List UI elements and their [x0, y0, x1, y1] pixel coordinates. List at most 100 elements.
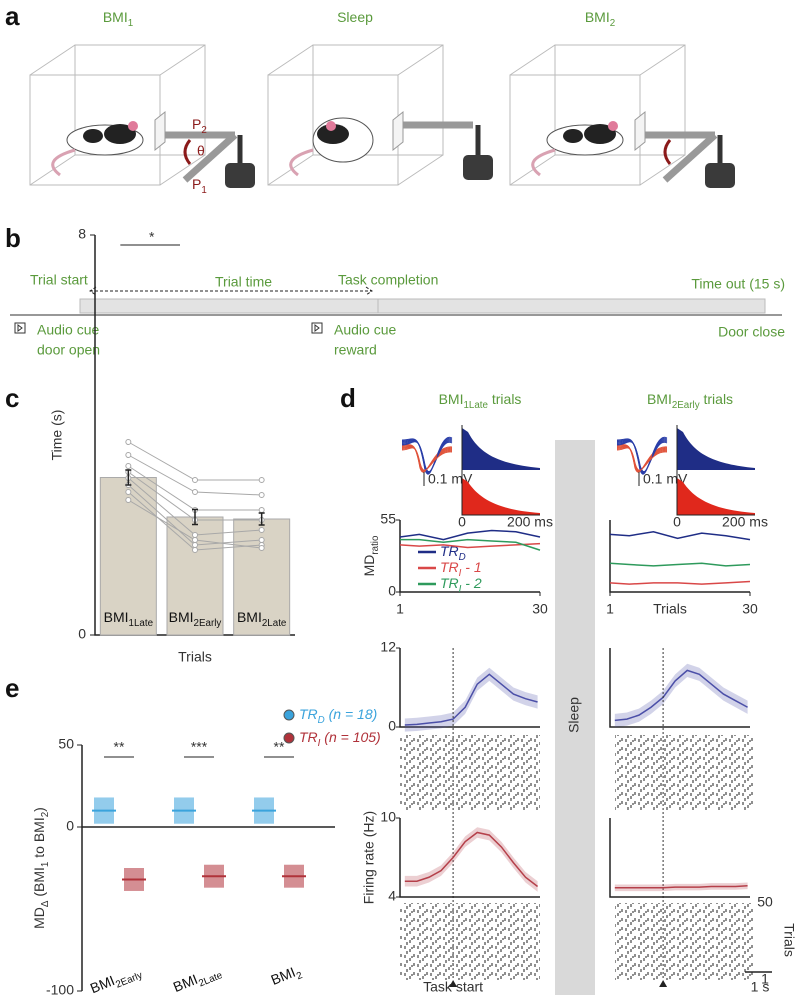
label: Audio cue: [334, 322, 396, 338]
y-axis-label: MDΔ (BMI1 to BMI2): [31, 807, 51, 929]
raster: [400, 903, 540, 980]
raster: [615, 903, 755, 980]
raster-tick: 50: [757, 894, 773, 910]
series-line: [609, 531, 751, 541]
series-line: [614, 669, 748, 722]
sleep-label: Sleep: [566, 697, 582, 733]
label: Trial start: [30, 272, 88, 288]
cage: [509, 44, 686, 186]
text-part: 2: [295, 970, 304, 982]
subject-point: [125, 497, 132, 503]
y-axis-label: Firing rate (Hz): [361, 811, 377, 904]
panel-title: BMI1Late trials: [439, 391, 522, 411]
waveforms: [401, 436, 453, 475]
subject-point: [192, 542, 198, 548]
text-part: (n = 18): [325, 706, 378, 722]
cage-edge: [267, 44, 444, 186]
y-tick-label: 4: [388, 888, 396, 904]
text-part: BMI: [237, 609, 262, 625]
text-part: to BMI: [31, 817, 47, 861]
subject-point: [192, 489, 198, 495]
panel-title: BMI2Early trials: [647, 391, 733, 411]
rat-tail: [531, 148, 556, 177]
text-part: (BMI: [31, 867, 47, 900]
subject-point: [125, 452, 132, 458]
text-part: 1: [128, 18, 133, 29]
series-line: [609, 580, 751, 585]
text-part: 1Late: [463, 400, 488, 411]
text-part: Sleep: [337, 9, 373, 25]
raster: [615, 735, 755, 810]
waveform: [401, 444, 453, 473]
raster-tick: 1: [761, 971, 769, 987]
y-tick-label: 10: [380, 809, 396, 825]
legend-marker: [283, 732, 295, 744]
door: [634, 110, 646, 152]
error-band: [404, 827, 538, 892]
subject-point: [192, 477, 198, 483]
text-part: BMI: [171, 971, 200, 995]
subject-point: [192, 532, 198, 538]
series-line: [399, 529, 541, 541]
rat-patch: [321, 129, 341, 143]
text-part: TR: [299, 729, 318, 745]
speaker-icon: [14, 322, 26, 334]
angle-label: θ: [197, 143, 205, 159]
panel-title: Sleep: [337, 9, 373, 25]
subject-point: [258, 477, 265, 483]
rat-tail: [51, 148, 76, 177]
series-line: [614, 885, 748, 889]
rat-patch: [104, 124, 136, 144]
axis: [609, 648, 750, 728]
series-line: [404, 673, 538, 726]
significance: *: [149, 229, 155, 245]
y-tick-label: 0: [388, 583, 396, 599]
time-scale-label: 1 s: [751, 979, 770, 995]
axis: [609, 520, 750, 593]
waveform: [401, 445, 453, 472]
text-part: BMI: [439, 391, 464, 407]
lever-arm: [182, 132, 238, 183]
y-tick-label: -100: [46, 982, 74, 995]
y-tick-label: 0: [66, 818, 74, 834]
panel-letter: b: [5, 223, 21, 253]
text-part: TR: [440, 559, 459, 575]
cage-edge: [509, 44, 686, 186]
hist-tick: 200 ms: [722, 514, 768, 530]
rat-patch: [563, 129, 583, 143]
text-part: D: [459, 552, 466, 563]
text-part: TR: [299, 706, 318, 722]
label: reward: [334, 342, 377, 358]
legend-label: TRD (n = 18): [299, 706, 377, 726]
subject-point: [125, 489, 132, 495]
significance: **: [274, 739, 285, 755]
text-part: 2Late: [197, 970, 224, 990]
subject-point: [125, 463, 132, 469]
significance: ***: [191, 739, 208, 755]
category-label: BMI2Late: [171, 961, 225, 995]
subject-point: [258, 537, 265, 543]
text-part: BMI: [585, 9, 610, 25]
task-start-label: Task start: [423, 979, 483, 995]
sleep-band: [555, 440, 595, 995]
text-part: MD: [361, 555, 377, 577]
x-tick-label: 30: [532, 601, 548, 617]
panel-title: BMI2: [585, 9, 615, 29]
trial-time-arrow: [89, 286, 373, 296]
category-label: BMI2Late: [237, 609, 287, 629]
subject-line: [128, 441, 262, 481]
isi-histogram: [462, 428, 540, 470]
text-part: MD: [31, 907, 47, 929]
speaker-icon: [311, 322, 323, 334]
cage-edge: [29, 44, 206, 186]
text-part: 1: [40, 862, 51, 867]
label: Time out (15 s): [691, 276, 785, 292]
isi-histogram: [677, 428, 755, 470]
panel-letter: e: [5, 673, 19, 703]
subject-point: [192, 547, 198, 553]
task-start-marker: [449, 980, 458, 987]
hist-axis: [461, 425, 540, 516]
label: Door close: [718, 324, 785, 340]
text-part: 2Early: [114, 970, 144, 991]
